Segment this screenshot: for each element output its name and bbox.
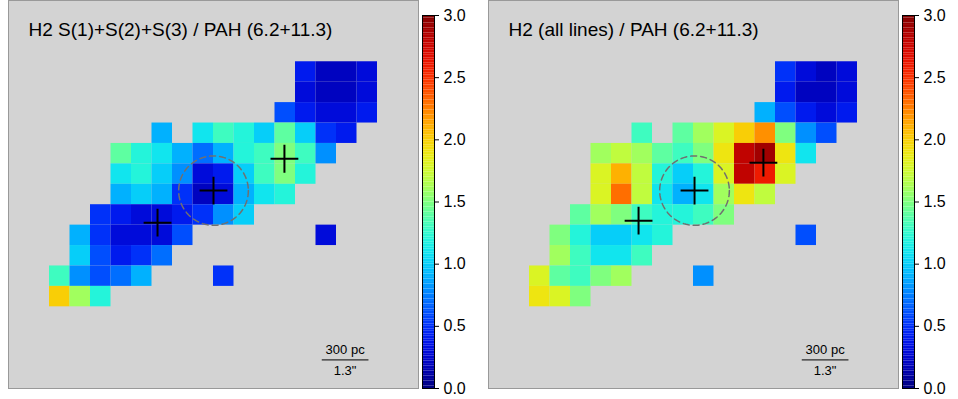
svg-text:3.0: 3.0 [924, 7, 946, 24]
svg-text:1.5: 1.5 [444, 193, 466, 210]
svg-text:H2 (all lines) / PAH (6.2+11.3: H2 (all lines) / PAH (6.2+11.3) [509, 19, 759, 40]
svg-text:2.5: 2.5 [444, 69, 466, 86]
svg-text:1.3": 1.3" [814, 363, 837, 378]
svg-text:2.0: 2.0 [924, 131, 946, 148]
svg-text:0.5: 0.5 [924, 317, 946, 334]
svg-text:2.0: 2.0 [444, 131, 466, 148]
svg-text:1.0: 1.0 [444, 255, 466, 272]
svg-text:1.3": 1.3" [334, 363, 357, 378]
svg-text:2.5: 2.5 [924, 69, 946, 86]
svg-text:300 pc: 300 pc [806, 342, 846, 357]
svg-text:3.0: 3.0 [444, 7, 466, 24]
svg-text:1.5: 1.5 [924, 193, 946, 210]
svg-text:1.0: 1.0 [924, 255, 946, 272]
svg-text:0.0: 0.0 [924, 380, 946, 397]
svg-text:0.0: 0.0 [444, 380, 466, 397]
svg-text:0.5: 0.5 [444, 317, 466, 334]
svg-text:300 pc: 300 pc [326, 342, 366, 357]
svg-text:H2 S(1)+S(2)+S(3) / PAH (6.2+1: H2 S(1)+S(2)+S(3) / PAH (6.2+11.3) [29, 19, 333, 40]
